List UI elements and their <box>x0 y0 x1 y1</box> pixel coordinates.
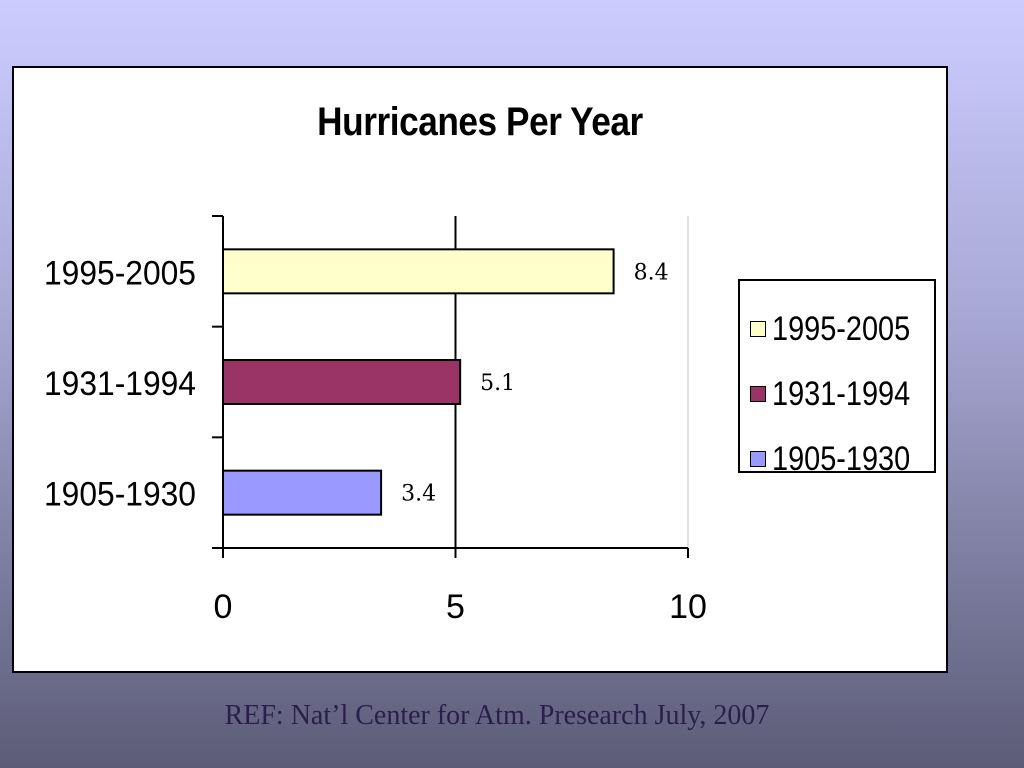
category-label: 1931-1994 <box>44 365 196 403</box>
legend-label: 1905-1930 <box>772 439 911 478</box>
data-label: 5.1 <box>480 371 515 396</box>
legend-label: 1931-1994 <box>772 374 911 413</box>
chart-title: Hurricanes Per Year <box>317 100 643 144</box>
data-label: 3.4 <box>401 482 436 507</box>
chart-frame: 8.4 1995-2005 5.1 1931-1994 3.4 1905-1930 0 5 10… <box>12 66 948 673</box>
tick-label: 0 <box>214 588 233 626</box>
tick-label: 10 <box>669 588 707 626</box>
reference-caption: REF: Nat’l Center for Atm. Presearch Jul… <box>224 700 770 731</box>
legend-swatch-1931-1994 <box>750 386 766 402</box>
bar-1931-1994 <box>222 359 462 405</box>
tick-label: 5 <box>446 588 465 626</box>
chart-legend: 1995-2005 1931-1994 1905-1930 <box>738 279 936 478</box>
category-label: 1995-2005 <box>44 254 196 292</box>
bar-1995-2005 <box>222 248 615 295</box>
category-label: 1905-1930 <box>44 476 196 514</box>
legend-swatch-1905-1930 <box>750 451 766 467</box>
bar-chart: 8.4 1995-2005 5.1 1931-1994 3.4 1905-1930 0 5 10 <box>44 215 707 626</box>
data-label: 8.4 <box>634 260 669 285</box>
legend-label: 1995-2005 <box>772 309 911 348</box>
bar-1905-1930 <box>222 469 383 516</box>
legend-item: 1995-2005 <box>750 309 935 349</box>
legend-swatch-1995-2005 <box>750 321 766 337</box>
legend-item: 1931-1994 <box>750 374 935 414</box>
legend-item: 1905-1930 <box>750 439 935 479</box>
